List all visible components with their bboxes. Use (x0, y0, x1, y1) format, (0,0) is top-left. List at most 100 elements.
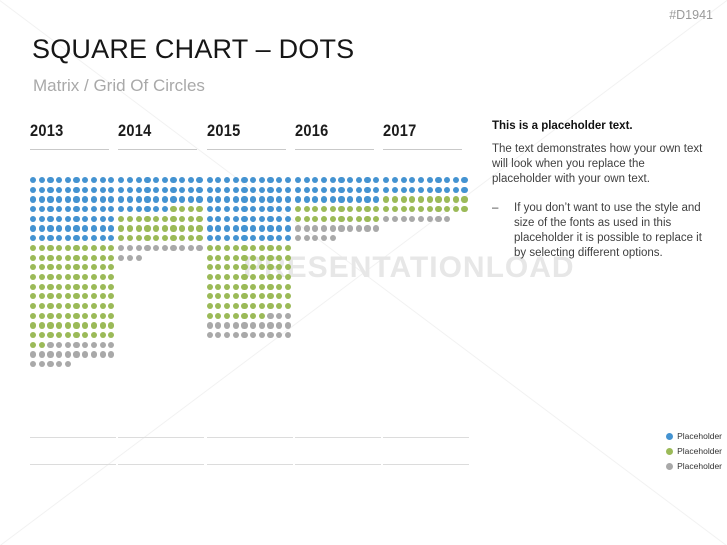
dot (99, 215, 106, 222)
dot-row (118, 235, 203, 242)
dot (320, 206, 328, 213)
dot (56, 322, 63, 329)
dot (338, 206, 345, 213)
dot (73, 215, 80, 222)
dot (391, 215, 399, 222)
dot (170, 215, 177, 222)
dot (99, 186, 106, 193)
dot (90, 302, 97, 310)
dot (294, 235, 302, 242)
dot (426, 215, 433, 222)
dot (223, 215, 231, 222)
dot (215, 235, 222, 242)
dot (232, 273, 239, 281)
dot (284, 225, 291, 232)
dot (383, 196, 390, 203)
dot (90, 283, 97, 290)
dot (64, 254, 71, 261)
dot (82, 186, 89, 193)
dot (206, 332, 213, 339)
dot (267, 215, 274, 222)
dot (64, 186, 71, 193)
dot (56, 302, 63, 310)
dot (206, 322, 213, 329)
dot (276, 283, 283, 290)
dot (232, 332, 239, 339)
dot (90, 312, 97, 319)
dot (284, 244, 291, 251)
dot (355, 225, 362, 232)
dot (144, 196, 151, 203)
dot (435, 177, 442, 184)
dot (364, 196, 371, 203)
dot-row (30, 351, 115, 358)
dot (144, 177, 151, 184)
dot (161, 177, 168, 184)
dot (435, 196, 442, 203)
dot (250, 186, 257, 193)
column-placeholder-line (118, 464, 205, 465)
dot-row (30, 186, 115, 193)
dot-row (294, 215, 380, 222)
dot (250, 215, 257, 222)
dot (144, 215, 151, 222)
dot (64, 361, 71, 368)
dot-row (30, 215, 115, 222)
dot (64, 206, 71, 213)
dot (56, 206, 63, 213)
dot (56, 177, 63, 184)
dot (303, 225, 310, 232)
dot (47, 302, 54, 310)
dot (135, 196, 142, 203)
dot (267, 186, 274, 193)
dot (347, 225, 354, 232)
dot-row (118, 177, 203, 184)
dot (426, 196, 433, 203)
page-title: SQUARE CHART – DOTS (32, 34, 355, 64)
dot (153, 186, 160, 193)
dot (329, 225, 336, 232)
dot (90, 351, 97, 358)
dot (276, 302, 283, 310)
dot (250, 254, 257, 261)
dot (108, 322, 115, 329)
dot (30, 254, 37, 261)
dot (135, 225, 142, 232)
dot (99, 177, 106, 184)
dot (383, 206, 390, 213)
dot (196, 186, 203, 193)
dot-row (30, 322, 115, 329)
dot (64, 244, 71, 251)
dot (435, 206, 442, 213)
dot (241, 322, 248, 329)
dot (355, 206, 362, 213)
dot (38, 244, 45, 251)
dot (373, 206, 380, 213)
dot (47, 273, 54, 281)
dot (258, 196, 265, 203)
dot (90, 196, 97, 203)
dot (284, 273, 291, 281)
dot (38, 196, 45, 203)
dot (161, 225, 168, 232)
dot (30, 283, 37, 290)
dot (241, 196, 248, 203)
column-placeholder-line (294, 437, 381, 438)
dot (284, 283, 291, 290)
dot (232, 177, 239, 184)
dot (56, 186, 63, 193)
dot-row (30, 254, 115, 261)
dot (73, 322, 80, 329)
dot (135, 215, 142, 222)
dot (215, 225, 222, 232)
dot (241, 332, 248, 339)
dot (232, 264, 239, 271)
dot (276, 196, 283, 203)
dot (118, 196, 125, 203)
dot (187, 244, 194, 251)
dot (232, 206, 239, 213)
dot (99, 273, 106, 281)
dot (444, 186, 451, 193)
legend-dot-gray-icon (666, 462, 674, 470)
dot (215, 264, 222, 271)
